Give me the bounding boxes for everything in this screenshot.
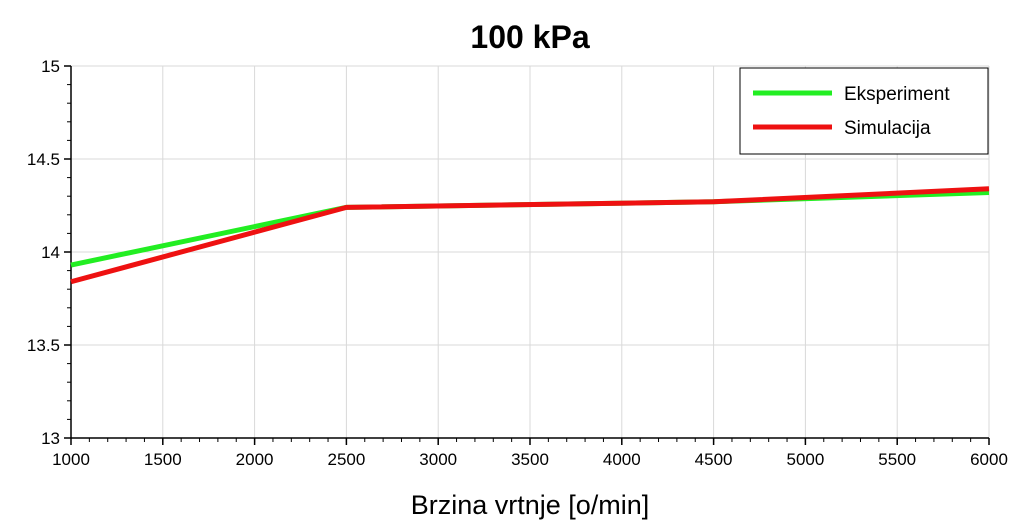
series-lines <box>70 186 990 285</box>
x-tick-label: 5500 <box>878 450 916 469</box>
x-tick-label: 2000 <box>236 450 274 469</box>
legend-label: Simulacija <box>844 118 931 139</box>
chart-title: 100 kPa <box>470 19 589 55</box>
x-tick-label: 3000 <box>419 450 457 469</box>
x-tick-label: 2500 <box>327 450 365 469</box>
x-tick-label: 3500 <box>511 450 549 469</box>
y-tick-label: 14.5 <box>27 150 60 169</box>
legend: Eksperiment Simulacija <box>739 67 989 155</box>
x-tick-label: 4000 <box>603 450 641 469</box>
x-axis-label: Brzina vrtnje [o/min] <box>411 490 650 520</box>
series-line-simulacija <box>70 186 990 285</box>
y-tick-label: 14 <box>41 243 60 262</box>
x-tick-label: 4500 <box>695 450 733 469</box>
x-tick-label: 1000 <box>52 450 90 469</box>
legend-box <box>739 67 989 155</box>
y-tick-label: 13.5 <box>27 336 60 355</box>
y-tick-label: 15 <box>41 57 60 76</box>
tick-labels: 1000 1500 2000 2500 3000 3500 4000 4500 5000 5500… <box>27 57 1008 469</box>
x-tick-label: 6000 <box>970 450 1008 469</box>
axes <box>64 65 990 445</box>
x-tick-label: 1500 <box>144 450 182 469</box>
legend-label: Eksperiment <box>844 84 950 105</box>
x-tick-label: 5000 <box>786 450 824 469</box>
y-tick-label: 13 <box>41 429 60 448</box>
